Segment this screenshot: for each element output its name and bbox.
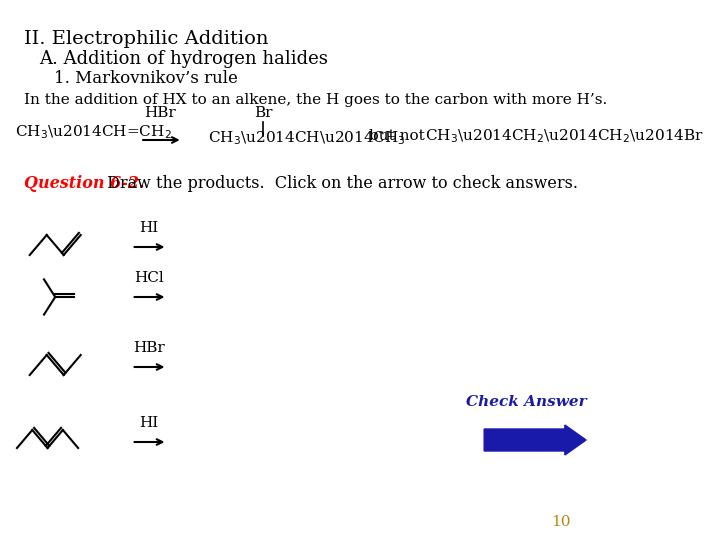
Text: but not: but not — [369, 129, 426, 143]
Text: Question 6-2.: Question 6-2. — [24, 175, 145, 192]
Text: CH$_3$\u2014CH=CH$_2$: CH$_3$\u2014CH=CH$_2$ — [15, 123, 172, 141]
Text: CH$_3$\u2014CH$_2$\u2014CH$_2$\u2014Br: CH$_3$\u2014CH$_2$\u2014CH$_2$\u2014Br — [425, 127, 703, 145]
Text: Draw the products.  Click on the arrow to check answers.: Draw the products. Click on the arrow to… — [102, 175, 578, 192]
Text: HCl: HCl — [134, 271, 163, 285]
Text: HI: HI — [139, 221, 158, 235]
Text: In the addition of HX to an alkene, the H goes to the carbon with more H’s.: In the addition of HX to an alkene, the … — [24, 93, 607, 107]
Text: II. Electrophilic Addition: II. Electrophilic Addition — [24, 30, 269, 48]
Text: 10: 10 — [551, 515, 570, 529]
Text: 1. Markovnikov’s rule: 1. Markovnikov’s rule — [55, 70, 238, 87]
Text: CH$_3$\u2014CH\u2014CH$_3$: CH$_3$\u2014CH\u2014CH$_3$ — [208, 129, 406, 147]
Text: HBr: HBr — [132, 341, 165, 355]
FancyArrow shape — [484, 425, 586, 455]
Text: HBr: HBr — [144, 106, 176, 120]
Text: Br: Br — [254, 106, 273, 120]
Text: HI: HI — [139, 416, 158, 430]
Text: A. Addition of hydrogen halides: A. Addition of hydrogen halides — [39, 50, 328, 68]
Text: Check Answer: Check Answer — [467, 395, 587, 409]
